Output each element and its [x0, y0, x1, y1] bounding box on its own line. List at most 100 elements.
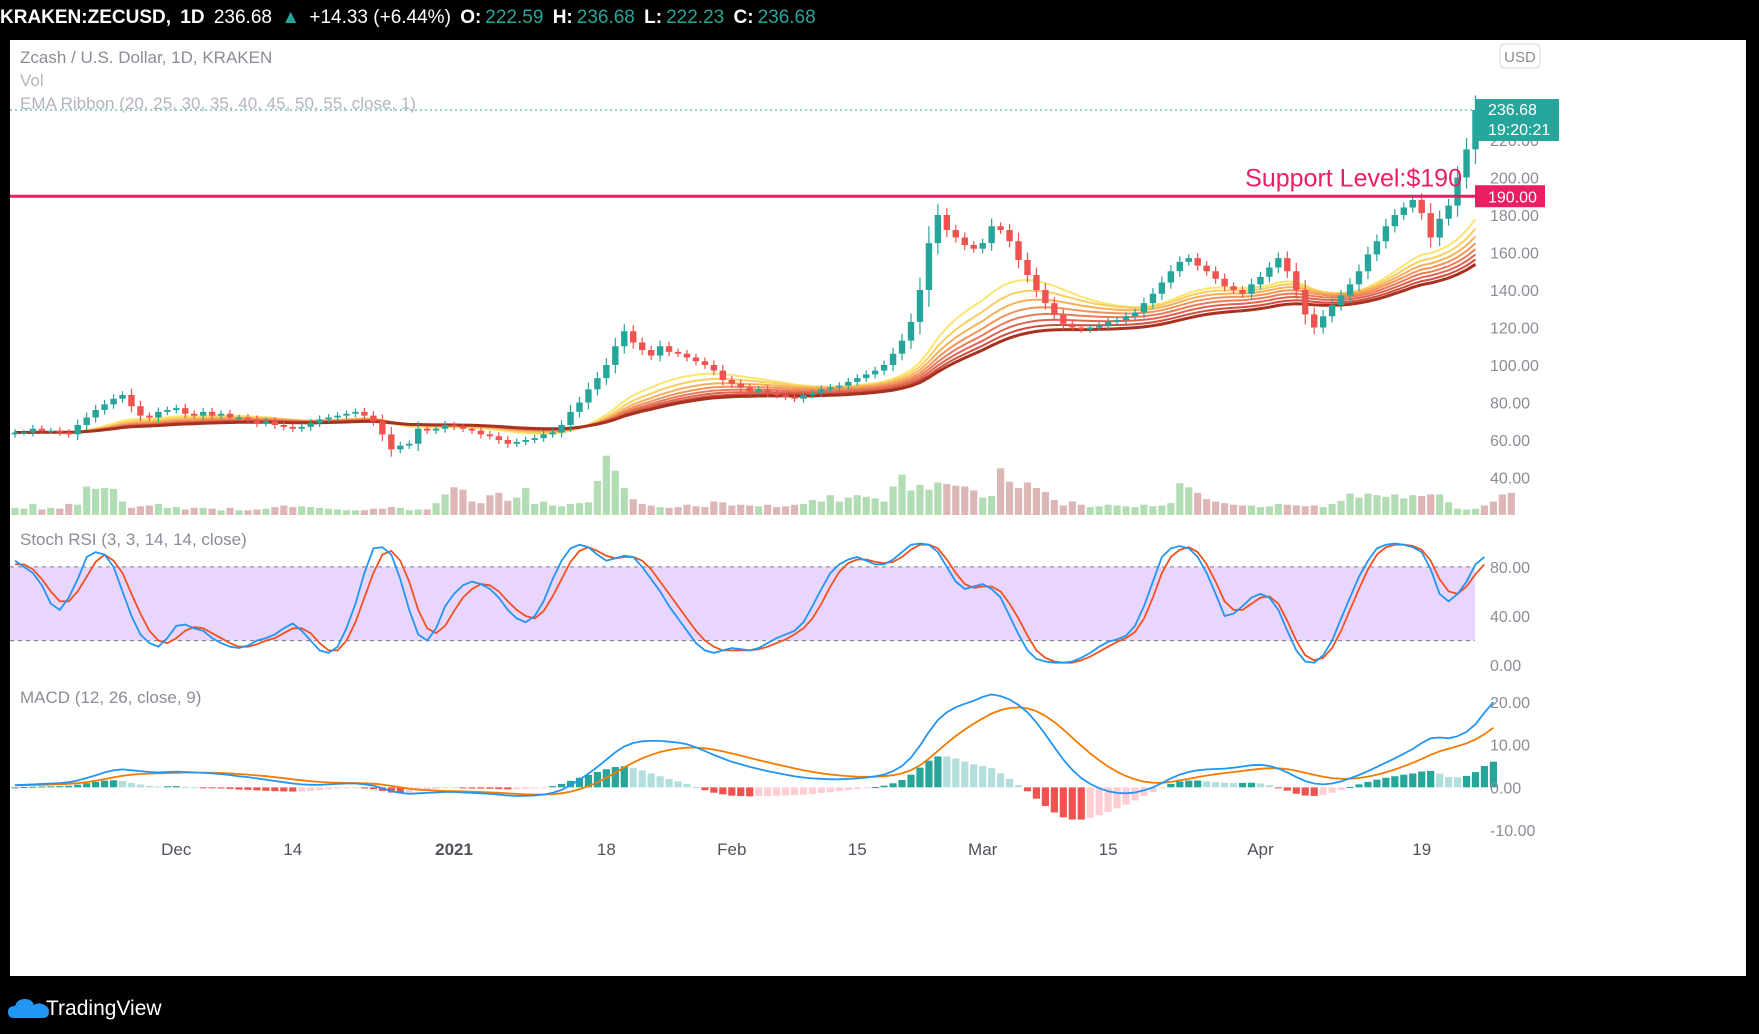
- volume-bar: [450, 487, 458, 515]
- candle-body: [1382, 226, 1390, 242]
- candle-body: [74, 425, 81, 435]
- macd-histogram-bar: [101, 780, 109, 788]
- candle-body: [576, 402, 583, 412]
- volume-bar: [531, 503, 539, 515]
- candle: [845, 377, 852, 390]
- macd-histogram-bar: [522, 787, 530, 789]
- candle-body: [1409, 200, 1416, 208]
- volume-bar: [961, 486, 969, 515]
- macd-tick-label: 10.00: [1490, 738, 1530, 755]
- price-change: +14.33 (+6.44%): [309, 7, 451, 28]
- chart-area[interactable]: Support Level:$190 40.00 60.00 80.00 100.00…: [1, 40, 1746, 976]
- macd-histogram-bar: [1113, 787, 1121, 809]
- ema-ribbon-line: [15, 258, 1477, 434]
- candle-body: [423, 428, 431, 431]
- macd-histogram-bar: [710, 787, 718, 793]
- symbol-name[interactable]: KRAKEN:ZECUSD,: [0, 7, 171, 28]
- macd-histogram-bar: [1149, 787, 1157, 792]
- brand-label[interactable]: TradingView: [46, 997, 162, 1020]
- candle-body: [262, 421, 270, 424]
- volume-bar: [217, 510, 225, 515]
- low-label: L:: [644, 7, 663, 28]
- macd-histogram-bar: [1292, 787, 1300, 794]
- macd-histogram-bar: [1283, 787, 1291, 791]
- macd-histogram-bar: [1480, 765, 1489, 788]
- volume-bar: [790, 504, 799, 515]
- volume-bar: [1471, 508, 1480, 515]
- candle: [1391, 208, 1399, 233]
- candle-body: [1221, 278, 1228, 287]
- volume-bar: [1283, 504, 1291, 515]
- macd-histogram-bar: [889, 783, 897, 788]
- macd-histogram-bar: [109, 780, 118, 788]
- candle-body: [907, 321, 915, 341]
- macd-histogram-bar: [1462, 775, 1471, 788]
- candle: [764, 385, 771, 398]
- candle: [791, 393, 798, 403]
- volume-bar: [1104, 504, 1112, 515]
- candle-body: [352, 411, 359, 414]
- candle-body: [934, 215, 942, 244]
- candle: [155, 407, 162, 422]
- candle-body: [1167, 271, 1175, 283]
- currency-button[interactable]: USD: [1499, 43, 1541, 69]
- chart-canvas[interactable]: Support Level:$190 40.0060.0080.00100.00…: [1, 40, 1746, 976]
- stoch-tick-label: 40.00: [1490, 609, 1530, 626]
- macd-histogram-bar: [1337, 787, 1345, 790]
- candle-body: [56, 430, 63, 433]
- candle-body: [244, 417, 252, 420]
- volume-bar: [414, 509, 422, 515]
- volume-bar: [522, 488, 530, 515]
- macd-histogram-bar: [1409, 773, 1417, 788]
- volume-bar: [1409, 495, 1417, 515]
- candle-body: [370, 415, 377, 422]
- candle: [746, 383, 753, 396]
- macd-histogram-bar: [423, 787, 431, 791]
- symbol-interval[interactable]: 1D: [180, 7, 205, 28]
- candle: [1060, 308, 1067, 330]
- x-tick-label: Mar: [968, 840, 998, 859]
- volume-bar: [1445, 502, 1453, 515]
- macd-histogram-bar: [1229, 783, 1238, 788]
- price-tick-label: 40.00: [1490, 471, 1530, 488]
- volume-bar: [674, 507, 682, 515]
- candle: [1149, 288, 1157, 309]
- macd-histogram-bar: [1167, 783, 1175, 788]
- candle-body: [253, 419, 261, 424]
- volume-bar: [181, 509, 189, 515]
- candle: [1042, 283, 1049, 310]
- macd-histogram-bar: [56, 786, 64, 788]
- macd-histogram-bar: [593, 771, 601, 788]
- volume-bar: [1149, 506, 1157, 515]
- candle: [38, 425, 46, 434]
- volume-bar: [316, 507, 324, 515]
- macd-histogram-bar: [1005, 778, 1014, 788]
- macd-histogram-bar: [979, 765, 987, 788]
- candle: [271, 417, 279, 429]
- candle-body: [432, 428, 440, 431]
- low-value: 222.23: [666, 7, 725, 28]
- candle-body: [1257, 276, 1264, 285]
- candle: [710, 360, 718, 376]
- candle: [1382, 218, 1390, 249]
- candle: [961, 232, 968, 251]
- macd-histogram-bar: [952, 758, 960, 788]
- volume-bar: [20, 508, 28, 515]
- volume-bar: [898, 474, 906, 515]
- macd-histogram-bar: [1059, 787, 1067, 818]
- candle-body: [1095, 325, 1103, 328]
- volume-bar: [566, 503, 575, 515]
- macd-tick-label: -10.00: [1490, 823, 1535, 840]
- volume-bar: [199, 507, 207, 515]
- candle-body: [397, 445, 404, 450]
- close-value: 236.68: [757, 7, 816, 28]
- macd-histogram-bar: [1086, 787, 1094, 818]
- candle: [486, 431, 494, 440]
- candle-body: [1078, 327, 1085, 330]
- candle: [1373, 234, 1381, 262]
- volume-bar: [710, 501, 718, 515]
- price-tick-label: 120.00: [1490, 321, 1539, 338]
- x-tick-label: 18: [597, 840, 616, 859]
- candle-body: [343, 413, 350, 416]
- candle: [29, 424, 37, 437]
